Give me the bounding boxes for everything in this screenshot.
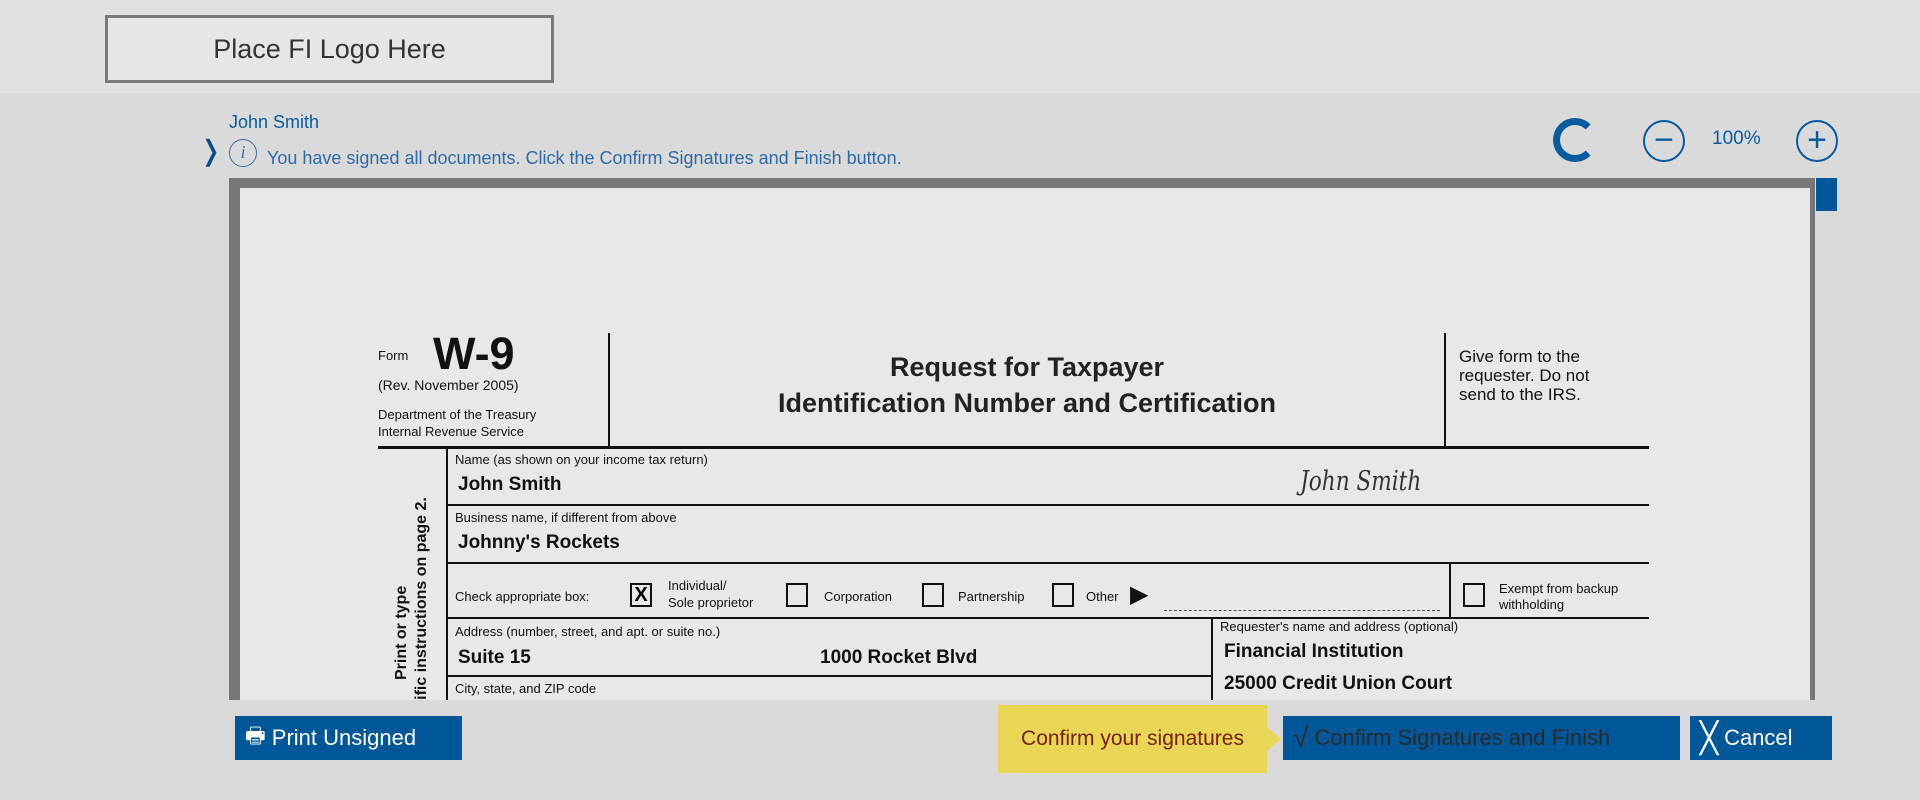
business-label: Business name, if different from above — [455, 510, 677, 525]
scrollbar-thumb[interactable] — [1816, 178, 1837, 211]
print-unsigned-label: Print Unsigned — [271, 725, 417, 750]
cancel-label: Cancel — [1724, 725, 1793, 750]
document-viewer[interactable]: Form W-9 (Rev. November 2005) Department… — [229, 178, 1815, 700]
exempt-checkbox[interactable] — [1463, 583, 1485, 607]
give-form-text: Give form to the — [1459, 347, 1580, 366]
city-label: City, state, and ZIP code — [455, 681, 597, 696]
individual-label: Individual/ — [668, 578, 727, 593]
signer-name: John Smith — [229, 112, 320, 132]
other-label: Other — [1086, 589, 1119, 604]
check-label: Check appropriate box: — [455, 589, 590, 604]
exempt-label: withholding — [1499, 597, 1565, 612]
cancel-button[interactable]: ╳ Cancel — [1690, 716, 1832, 760]
confirm-label: Confirm Signatures and Finish — [1314, 725, 1611, 750]
form-revision: (Rev. November 2005) — [378, 377, 519, 393]
confirm-tooltip: Confirm your signatures — [998, 705, 1281, 773]
give-form-text: send to the IRS. — [1459, 385, 1581, 404]
address-street: 1000 Rocket Blvd — [820, 647, 978, 668]
side-instruction: See Specific instructions on page 2. — [413, 497, 430, 700]
form-number: W-9 — [433, 328, 515, 379]
address-label: Address (number, street, and apt. or sui… — [455, 624, 721, 639]
signature: John Smith — [1300, 466, 1422, 497]
document-page: Form W-9 (Rev. November 2005) Department… — [240, 188, 1810, 700]
address-suite: Suite 15 — [458, 647, 531, 668]
info-icon: i — [229, 139, 257, 167]
other-checkbox[interactable] — [1052, 583, 1074, 607]
rotate-icon[interactable] — [1553, 118, 1597, 162]
form-title-line1: Request for Taxpayer — [889, 352, 1165, 382]
close-icon: ╳ — [1700, 721, 1719, 755]
side-instruction: Print or type — [393, 585, 410, 680]
zoom-level: 100% — [1712, 128, 1761, 149]
arrow-right-icon: ▶ — [1130, 581, 1149, 608]
form-label: Form — [378, 348, 409, 363]
irs-text: Internal Revenue Service — [378, 424, 524, 439]
checkmark-icon: √ — [1293, 722, 1309, 753]
give-form-text: requester. Do not — [1459, 366, 1590, 385]
zoom-in-icon[interactable]: + — [1796, 120, 1838, 162]
requester-label: Requester's name and address (optional) — [1220, 619, 1459, 634]
individual-label: Sole proprietor — [668, 595, 754, 610]
print-unsigned-button[interactable]: 🖶 Print Unsigned — [235, 716, 462, 760]
printer-icon: 🖶 — [245, 723, 266, 748]
dept-text: Department of the Treasury — [378, 407, 537, 422]
zoom-out-icon[interactable]: − — [1643, 120, 1685, 162]
name-label: Name (as shown on your income tax return… — [455, 452, 708, 467]
fi-logo-placeholder: Place FI Logo Here — [105, 15, 554, 83]
form-title-line2: Identification Number and Certification — [777, 388, 1277, 418]
exempt-label: Exempt from backup — [1499, 581, 1619, 596]
requester-address: 25000 Credit Union Court — [1224, 673, 1453, 694]
name-value: John Smith — [458, 474, 562, 495]
corporation-checkbox[interactable] — [786, 583, 808, 607]
confirm-signatures-button[interactable]: √ Confirm Signatures and Finish — [1283, 716, 1680, 760]
business-value: Johnny's Rockets — [458, 532, 620, 553]
requester-name: Financial Institution — [1224, 641, 1404, 662]
individual-checkbox[interactable]: X — [630, 583, 652, 607]
partnership-label: Partnership — [958, 589, 1025, 604]
corporation-label: Corporation — [824, 589, 892, 604]
chevron-right-icon[interactable]: ❭ — [199, 135, 223, 166]
partnership-checkbox[interactable] — [922, 583, 944, 607]
status-message: You have signed all documents. Click the… — [267, 148, 902, 168]
